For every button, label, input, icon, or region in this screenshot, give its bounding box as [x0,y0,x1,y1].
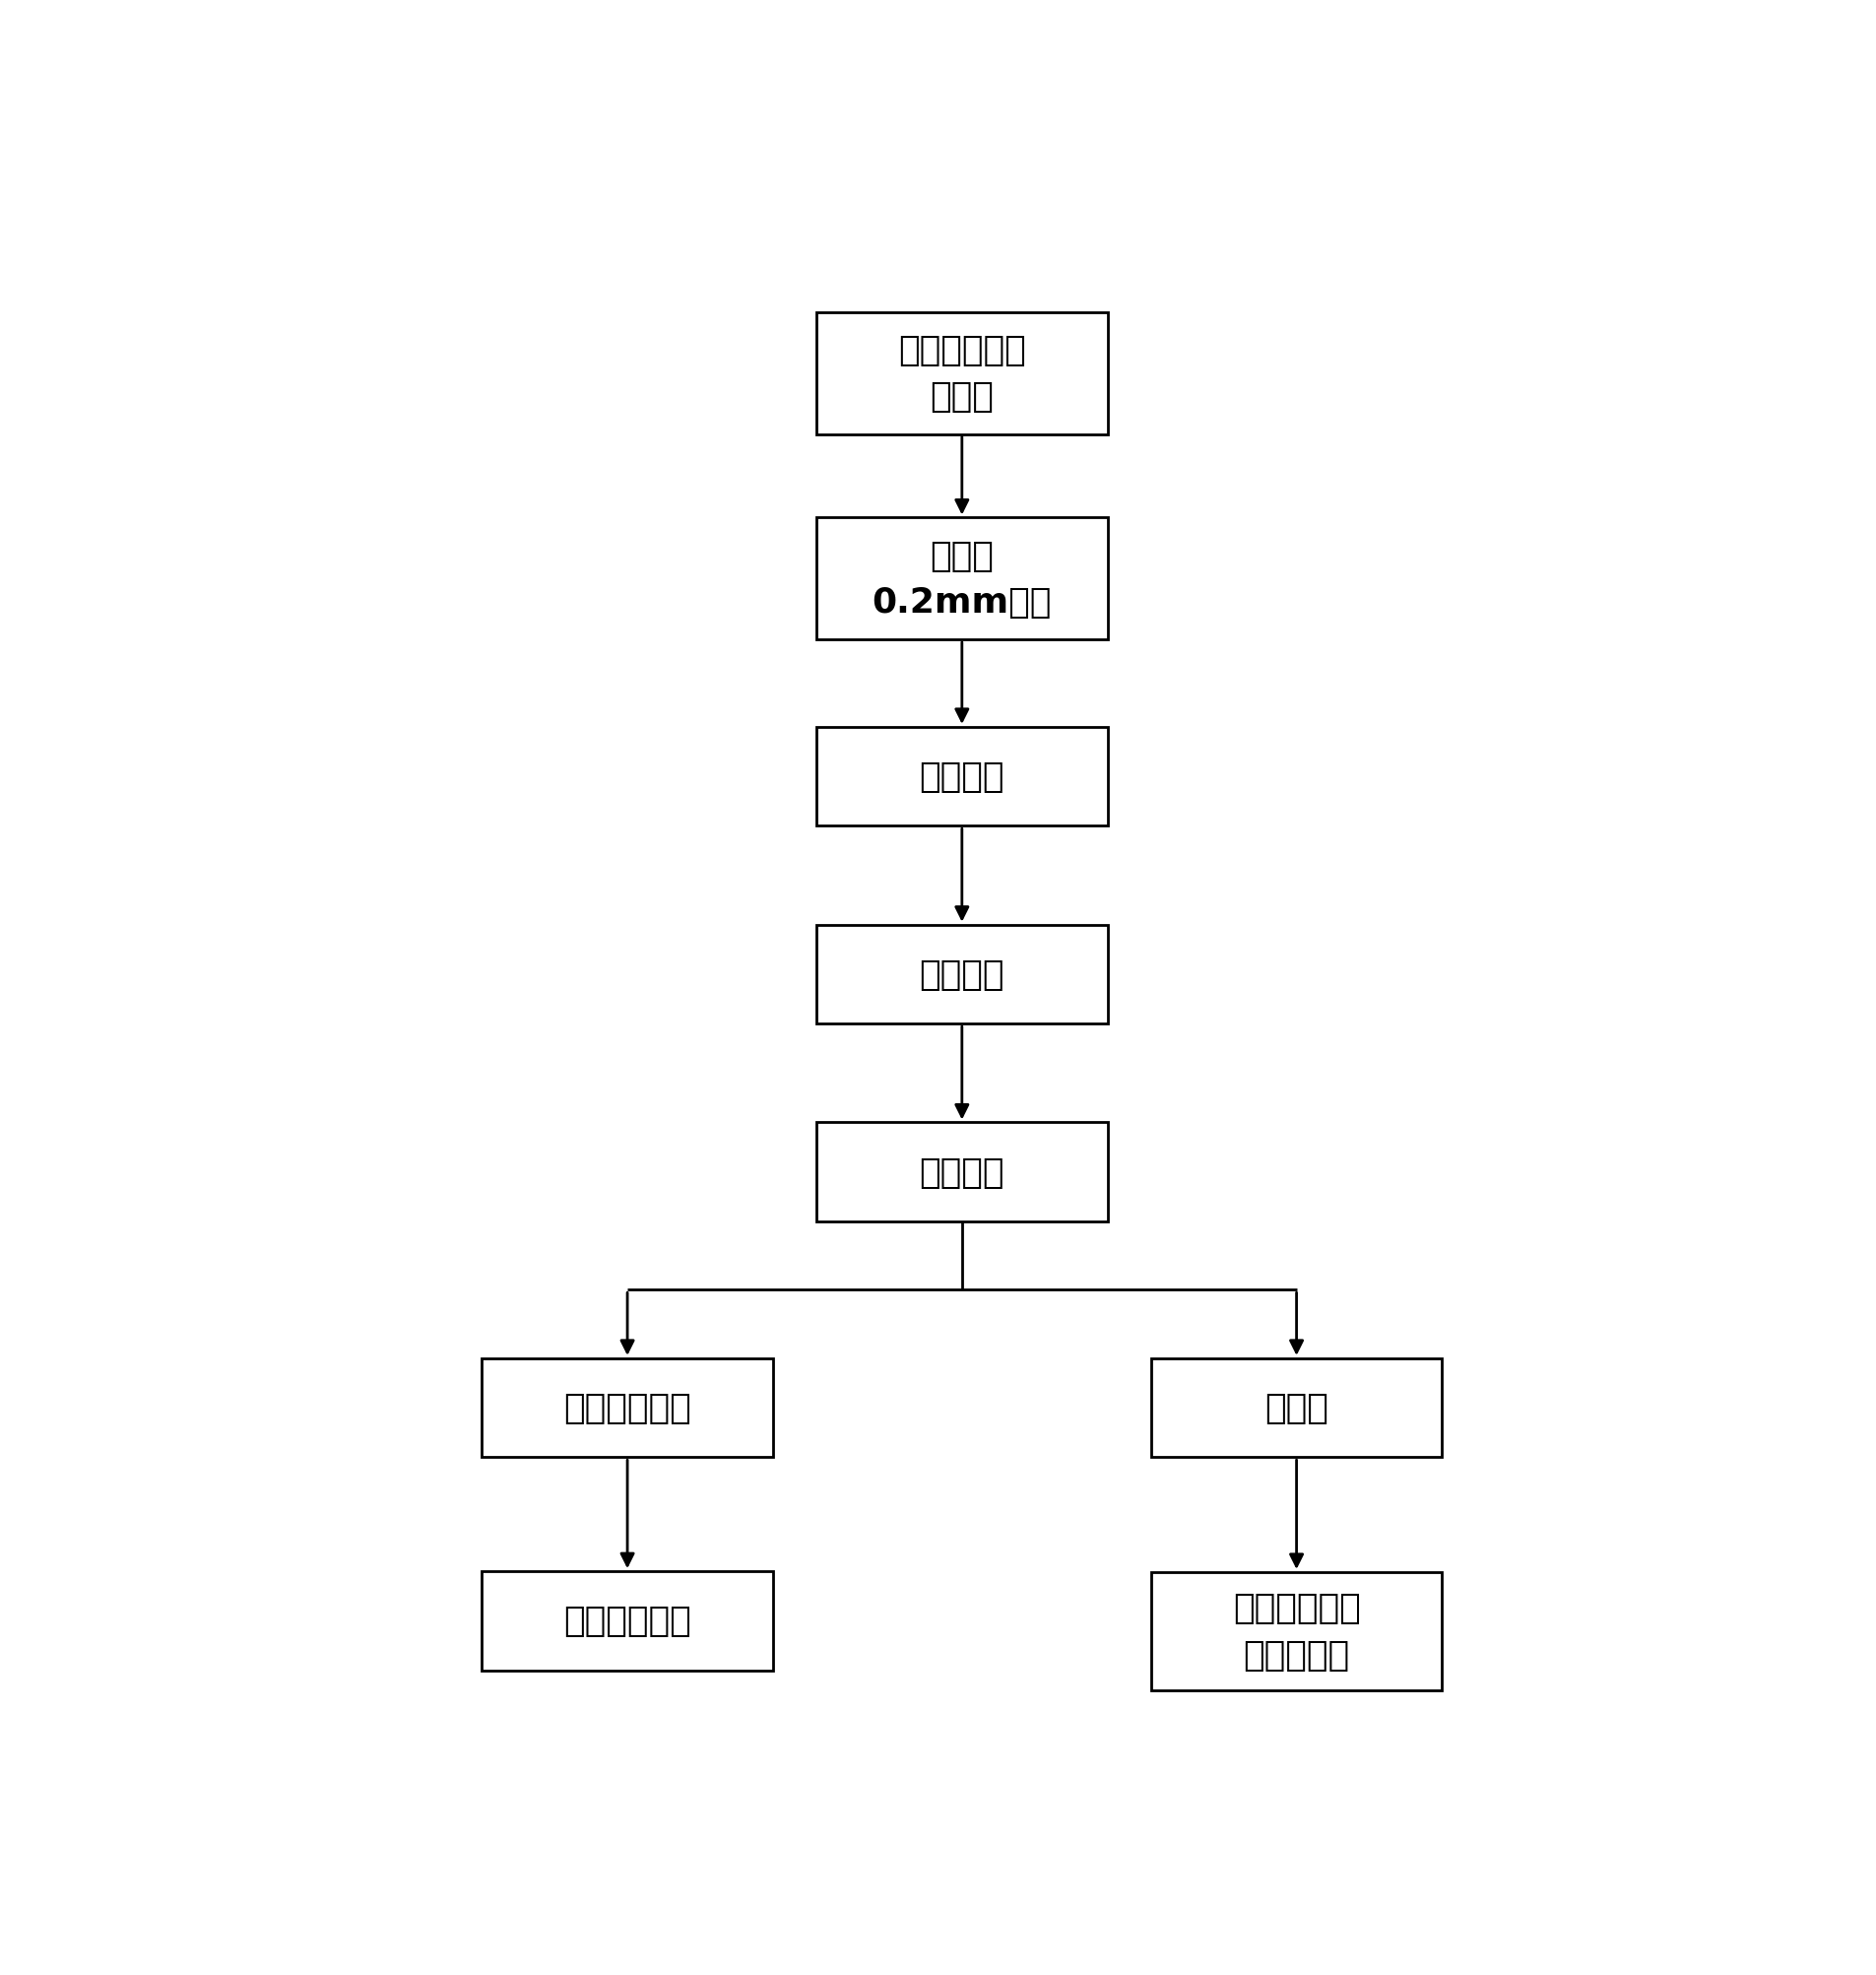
Text: 资源化再利用: 资源化再利用 [563,1604,690,1637]
Bar [816,924,1107,1023]
Bar [1150,1572,1441,1691]
Text: 浸出液: 浸出液 [1264,1390,1328,1424]
Text: 粗碎至
0.2mm左右: 粗碎至 0.2mm左右 [872,539,1051,620]
Bar [816,727,1107,826]
Bar [1150,1359,1441,1458]
Text: 过滤分离: 过滤分离 [919,1155,1004,1189]
Text: 机械活化: 机械活化 [919,760,1004,794]
Bar [482,1359,773,1458]
Text: 二氧化硅粉末: 二氧化硅粉末 [563,1390,690,1424]
Bar [816,517,1107,640]
Bar [816,1124,1107,1223]
Text: 电解或沉淀法
回收金属铅: 电解或沉淀法 回收金属铅 [1233,1592,1360,1671]
Bar [816,314,1107,435]
Text: 硝酸浸出: 硝酸浸出 [919,958,1004,991]
Text: 废阴极射线管
锥玻璃: 废阴极射线管 锥玻璃 [897,334,1026,415]
Bar [482,1572,773,1671]
